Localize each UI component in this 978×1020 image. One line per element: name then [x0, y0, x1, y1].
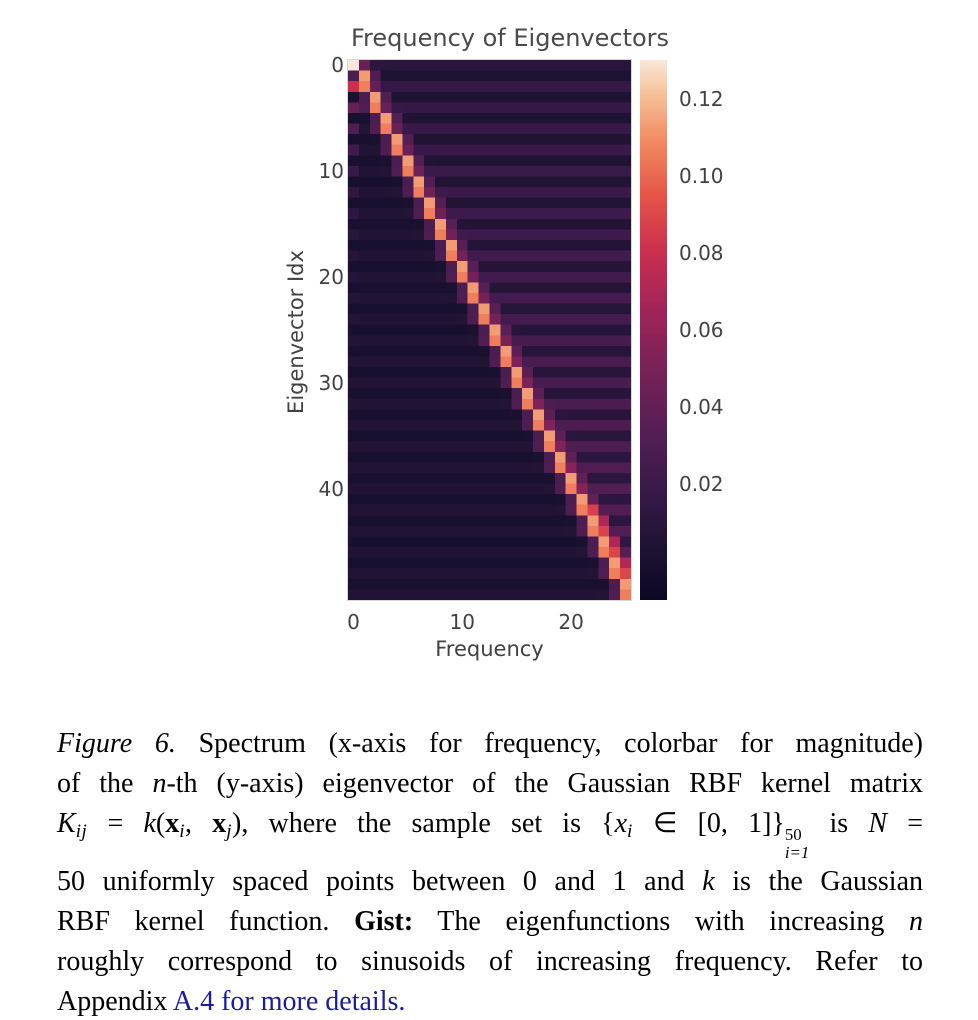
caption-text: n: [152, 768, 167, 799]
caption-text: =: [87, 808, 144, 839]
math-supsub: 50 i=1: [784, 825, 810, 863]
y-tick: 40: [318, 476, 344, 501]
x-axis-label: Frequency: [435, 637, 544, 661]
caption-text: Gist:: [354, 905, 414, 937]
y-tick: 20: [318, 265, 344, 290]
caption-text: K: [57, 808, 76, 839]
colorbar-tick: 0.06: [679, 318, 724, 342]
x-tick: 0: [347, 610, 360, 634]
caption-text: x: [165, 808, 180, 839]
caption-text: Appendix: [57, 985, 173, 1017]
caption-text: i: [627, 820, 633, 842]
figure-caption: Figure 6. Spectrum (x-axis for frequency…: [57, 724, 923, 1020]
y-tick: 10: [318, 159, 344, 184]
x-tick: 10: [449, 610, 476, 634]
caption-line: of the n-th (y-axis) eigenvector of the …: [57, 764, 923, 804]
colorbar-tick: 0.10: [679, 163, 724, 188]
heatmap-canvas: [347, 59, 632, 601]
caption-text: 50 uniformly spaced points between 0 and…: [57, 865, 703, 897]
caption-line: Figure 6. Spectrum (x-axis for frequency…: [57, 724, 923, 764]
caption-text: -th (y-axis) eigenvector of the Gaussian…: [166, 768, 923, 799]
caption-text: of the: [57, 768, 153, 799]
colorbar-tick: 0.12: [679, 86, 724, 111]
caption-text: Spectrum (x-axis for frequency, colorbar…: [175, 728, 924, 759]
caption-line: RBF kernel function. Gist: The eigenfunc…: [57, 902, 923, 942]
x-tick: 20: [558, 610, 584, 634]
appendix-link[interactable]: A.4 for more details.: [172, 985, 406, 1017]
y-tick: 0: [331, 53, 344, 78]
caption-text: x: [614, 808, 628, 839]
caption-text: The eigenfunctions with increasing: [413, 905, 909, 937]
caption-text: ∈ [0, 1]}: [632, 808, 785, 839]
caption-text: N: [868, 808, 888, 839]
colorbar-tick: 0.04: [679, 395, 724, 420]
caption-line: roughly correspond to sinusoids of incre…: [57, 942, 923, 982]
caption-text: roughly correspond to sinusoids of incre…: [57, 945, 923, 977]
colorbar-tick: 0.02: [679, 472, 724, 497]
caption-text: k: [143, 808, 156, 839]
colorbar: [640, 60, 667, 600]
caption-line: Kij = k(xi, xj), where the sample set is…: [57, 804, 923, 862]
caption-text: RBF kernel function.: [57, 905, 355, 937]
caption-text: Figure 6.: [57, 728, 176, 759]
caption-text: ij: [75, 820, 88, 842]
caption-text: ,: [185, 808, 213, 839]
caption-line: Appendix A.4 for more details.: [57, 982, 923, 1020]
caption-text: ), where the sample set is {: [232, 808, 615, 839]
caption-text: is the Gaussian: [714, 865, 924, 897]
caption-text: =: [887, 808, 923, 839]
caption-text: (: [155, 808, 166, 839]
y-tick: 30: [318, 370, 344, 395]
caption-text: i: [179, 820, 185, 842]
caption-text: is: [809, 808, 869, 839]
caption-line: 50 uniformly spaced points between 0 and…: [57, 862, 923, 902]
plot-title: Frequency of Eigenvectors: [351, 24, 670, 52]
heatmap: [347, 59, 632, 601]
colorbar-tick: 0.08: [679, 240, 724, 265]
caption-text: x: [212, 808, 227, 839]
caption-text: n: [909, 905, 923, 937]
caption-text: k: [702, 865, 715, 897]
caption-text: j: [226, 820, 232, 842]
